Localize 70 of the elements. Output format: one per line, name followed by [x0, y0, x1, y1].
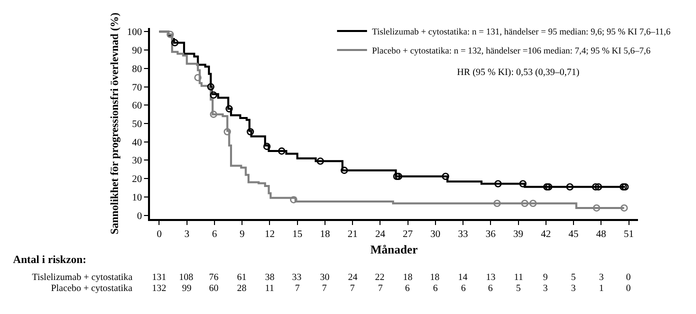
- x-tick-label: 33: [458, 229, 468, 240]
- point: [519, 180, 527, 188]
- point: [207, 83, 214, 90]
- point: [592, 204, 600, 212]
- x-tick-label: 48: [596, 229, 606, 240]
- y-tick-label: 90: [132, 46, 142, 57]
- point: [224, 128, 231, 136]
- text: Placebo + cytostatika: [51, 284, 134, 294]
- point: [621, 183, 629, 191]
- x-tick-label: 36: [486, 229, 496, 240]
- y-tick-label: 80: [132, 64, 142, 75]
- y-tick-label: 30: [132, 156, 142, 167]
- point: [166, 30, 174, 38]
- point: [620, 204, 628, 212]
- y-tick-label: 60: [132, 100, 142, 112]
- x-tick-label: 6: [212, 229, 217, 240]
- y-tick-label: 0: [137, 210, 142, 222]
- x-axis-title: Månader: [370, 242, 418, 256]
- point: [494, 180, 502, 188]
- point: [620, 183, 627, 191]
- point: [529, 200, 537, 208]
- x-tick-label: 51: [624, 229, 634, 240]
- point: [171, 39, 179, 46]
- point: [545, 183, 552, 191]
- text: Antal i riskzon:: [13, 254, 86, 266]
- legend-label: Placebo + cytostatika: n = 132, händelser =106 median: 7,4; 95 % KI 5,6–7,6: [372, 46, 651, 56]
- point: [566, 183, 574, 191]
- x-tick-label: 12: [264, 229, 275, 240]
- point: [246, 128, 254, 136]
- point: [493, 200, 501, 208]
- point: [442, 172, 450, 180]
- point: [278, 147, 286, 155]
- text: 132 99 60 28 11 7 7 7 7 6 6 6 6 5 3 3 1 0: [152, 284, 631, 294]
- text: Tislelizumab + cytostatika: [32, 273, 134, 283]
- x-tick-label: 30: [430, 229, 440, 240]
- x-tick-label: 24: [375, 229, 386, 240]
- y-tick-label: 70: [132, 82, 142, 94]
- legend-label: Tislelizumab + cytostatika: n = 131, händelser = 95 median: 9,6; 95 % KI 7,6–11,6: [372, 26, 672, 37]
- y-tick-label: 10: [132, 192, 142, 204]
- annotation: HR (95 % KI): 0,53 (0,39–0,71): [457, 68, 580, 78]
- y-tick-label: 100: [127, 27, 142, 38]
- x-tick-label: 3: [184, 229, 190, 240]
- x-tick-label: 21: [348, 229, 358, 240]
- y-tick-label: 50: [132, 119, 142, 130]
- point: [316, 158, 324, 165]
- x-tick-label: 42: [540, 229, 551, 240]
- x-tick-label: 27: [402, 229, 413, 240]
- point: [594, 183, 602, 191]
- x-tick-label: 18: [320, 229, 330, 240]
- x-tick-label: 39: [513, 229, 524, 240]
- point: [592, 183, 600, 191]
- x-tick-label: 9: [240, 229, 245, 240]
- point: [521, 200, 528, 208]
- point: [394, 172, 402, 180]
- point: [210, 110, 218, 118]
- point: [340, 166, 348, 174]
- y-axis-title: Sannolikhet för progressionsfri överlevnad (%): [109, 12, 122, 234]
- point: [393, 172, 400, 180]
- y-tick-label: 20: [132, 174, 142, 186]
- x-tick-label: 15: [292, 229, 302, 240]
- point: [194, 74, 202, 82]
- x-tick-label: 0: [156, 229, 162, 240]
- point: [210, 91, 218, 99]
- point: [290, 196, 298, 204]
- x-tick-label: 45: [568, 229, 579, 240]
- point: [263, 142, 271, 150]
- point: [543, 183, 550, 191]
- text: 131 108 76 61 38 33 30 24 22 18 18 14 13 11 9 5 3 0: [152, 273, 631, 283]
- point: [226, 105, 233, 112]
- y-tick-label: 40: [132, 137, 142, 148]
